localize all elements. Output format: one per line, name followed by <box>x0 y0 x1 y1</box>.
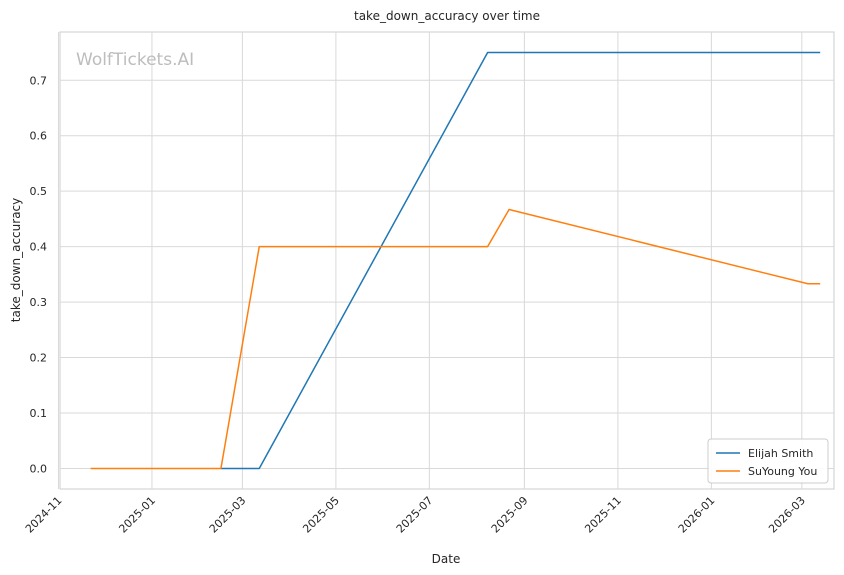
series-line-1 <box>220 51 821 470</box>
x-axis: 2024-11 2025-01 2025-03 2025-05 2025-07 2025-… <box>23 494 808 536</box>
x-tick-label: 2025-07 <box>394 494 436 536</box>
y-tick-label: 0.6 <box>30 130 48 143</box>
y-tick-label: 0.0 <box>30 462 48 475</box>
chart-title: take_down_accuracy over time <box>354 9 540 23</box>
watermark-text: WolfTickets.AI <box>76 50 194 70</box>
series-lines <box>90 51 821 470</box>
plot-area <box>59 31 835 490</box>
y-tick-label: 0.7 <box>30 74 48 87</box>
y-tick-label: 0.4 <box>30 241 48 254</box>
x-tick-label: 2025-05 <box>300 494 342 536</box>
x-tick-label: 2025-01 <box>116 494 158 536</box>
y-tick-label: 0.5 <box>30 185 48 198</box>
legend: Elijah Smith SuYoung You <box>707 438 829 484</box>
y-tick-label: 0.1 <box>30 407 48 420</box>
x-tick-label: 2025-11 <box>582 494 624 536</box>
x-axis-title: Date <box>432 552 461 566</box>
series-line-2 <box>90 208 821 470</box>
x-tick-label: 2025-03 <box>207 494 249 536</box>
legend-label: SuYoung You <box>748 465 817 478</box>
x-tick-label: 2026-03 <box>766 494 808 536</box>
y-tick-label: 0.3 <box>30 296 48 309</box>
plot-frame <box>59 31 835 490</box>
y-tick-label: 0.2 <box>30 352 48 365</box>
x-tick-label: 2025-09 <box>489 494 531 536</box>
legend-label: Elijah Smith <box>748 447 813 460</box>
x-tick-label: 2026-01 <box>676 494 718 536</box>
x-tick-label: 2024-11 <box>23 494 65 536</box>
y-axis-title: take_down_accuracy <box>9 198 23 322</box>
legend-box <box>707 438 829 484</box>
y-axis: 0.0 0.1 0.2 0.3 0.4 0.5 0.6 0.7 <box>30 74 48 475</box>
